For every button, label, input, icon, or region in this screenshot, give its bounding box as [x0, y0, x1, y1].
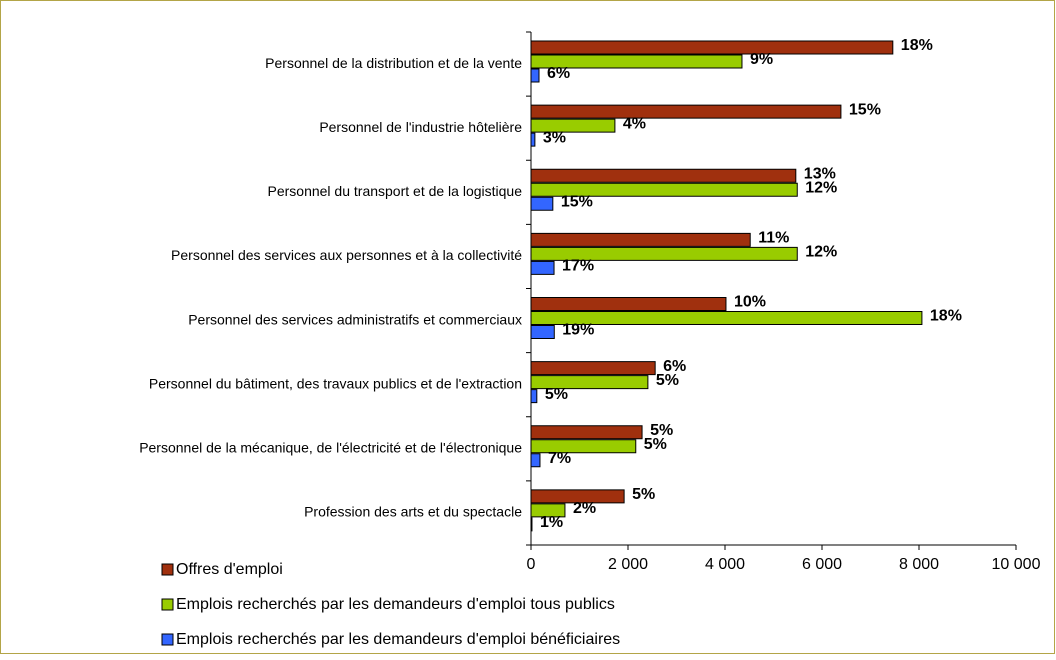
value-label: 3%	[543, 129, 566, 146]
value-label: 5%	[545, 386, 568, 403]
bar	[530, 132, 536, 147]
y-tick-label: Profession des arts et du spectacle	[304, 504, 522, 520]
legend-swatch	[161, 563, 174, 576]
value-label: 5%	[644, 436, 667, 453]
x-tick-label: 0	[527, 556, 536, 573]
value-label: 18%	[930, 308, 962, 325]
value-label: 18%	[901, 37, 933, 54]
x-tick-label: 4 000	[705, 556, 745, 573]
y-tick-label: Personnel des services aux personnes et …	[171, 247, 522, 263]
bar	[530, 517, 533, 532]
value-label: 12%	[805, 244, 837, 261]
value-label: 1%	[540, 514, 563, 531]
legend-swatch	[161, 633, 174, 646]
value-label: 9%	[750, 51, 773, 68]
bar	[530, 453, 541, 468]
bar	[530, 246, 798, 261]
y-tick-label: Personnel du transport et de la logistiq…	[268, 183, 523, 199]
bar	[530, 325, 555, 339]
value-label: 2%	[573, 500, 596, 517]
bar	[530, 118, 616, 133]
value-label: 13%	[804, 165, 836, 182]
value-label: 11%	[758, 230, 789, 247]
bar	[530, 311, 923, 325]
legend-label: Offres d'emploi	[176, 561, 283, 578]
bar	[530, 425, 643, 440]
x-tick-label: 2 000	[608, 556, 648, 573]
x-tick-label: 8 000	[899, 556, 939, 573]
bar	[530, 503, 566, 518]
value-label: 7%	[548, 450, 571, 467]
legend-label: Emplois recherchés par les demandeurs d'…	[176, 631, 620, 648]
bar	[530, 375, 649, 390]
value-label: 12%	[805, 179, 837, 196]
bar	[530, 260, 555, 275]
x-tick-label: 6 000	[802, 556, 842, 573]
value-label: 5%	[632, 486, 655, 503]
legend-label: Emplois recherchés par les demandeurs d'…	[176, 596, 615, 613]
legend-swatch	[161, 598, 174, 611]
bar	[530, 489, 625, 504]
value-label: 19%	[562, 322, 594, 339]
bar	[530, 104, 842, 119]
y-tick-label: Personnel de l'industrie hôtelière	[319, 119, 522, 135]
bar	[530, 439, 637, 454]
value-label: 10%	[734, 294, 766, 311]
value-label: 6%	[663, 358, 686, 375]
bar	[530, 40, 894, 55]
bar	[530, 361, 656, 376]
x-tick-label: 10 000	[992, 556, 1041, 573]
bar	[530, 68, 540, 83]
value-label: 17%	[562, 258, 594, 275]
value-label: 6%	[547, 65, 570, 82]
y-tick-label: Personnel de la distribution et de la ve…	[265, 55, 522, 71]
value-label: 4%	[623, 115, 646, 132]
value-label: 15%	[849, 101, 881, 118]
bar	[530, 168, 797, 183]
bar	[530, 297, 727, 311]
value-label: 15%	[561, 193, 593, 210]
y-tick-label: Personnel de la mécanique, de l'électric…	[139, 440, 522, 456]
value-label: 5%	[650, 422, 673, 439]
value-label: 5%	[656, 372, 679, 389]
y-tick-label: Personnel des services administratifs et…	[188, 311, 522, 327]
bar	[530, 196, 554, 211]
y-tick-label: Personnel du bâtiment, des travaux publi…	[149, 375, 522, 391]
bar	[530, 54, 743, 69]
bar	[530, 182, 798, 197]
bar	[530, 232, 751, 247]
bar	[530, 389, 538, 404]
